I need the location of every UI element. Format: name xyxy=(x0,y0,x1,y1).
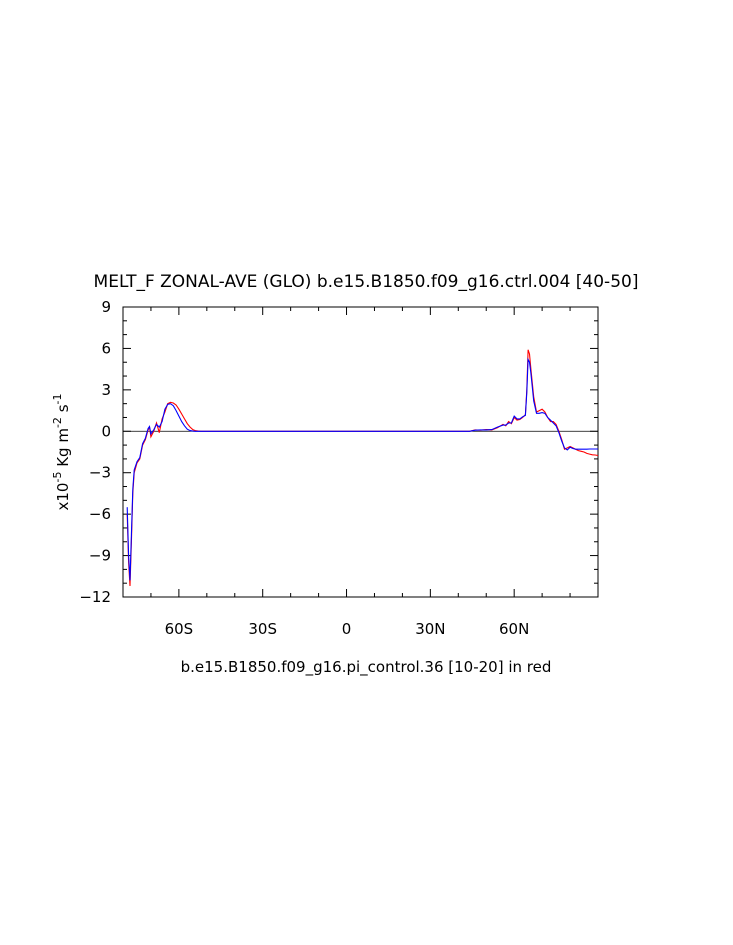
x-tick-label: 30S xyxy=(248,620,277,638)
x-tick-label: 60S xyxy=(165,620,194,638)
x-tick-label: 60N xyxy=(499,620,529,638)
y-tick-label: 3 xyxy=(101,381,111,399)
x-axis-label: b.e15.B1850.f09_g16.pi_control.36 [10-20… xyxy=(181,658,552,677)
plot-area: 9 6 3 0 −3 −6 −9 −12 60S 30S 0 30N 60N xyxy=(79,298,599,638)
y-axis-label-exp3: -1 xyxy=(51,394,64,405)
y-axis-label-exp2: -2 xyxy=(51,417,64,428)
chart-title: MELT_F ZONAL-AVE (GLO) b.e15.B1850.f09_g… xyxy=(94,272,639,292)
y-axis-label-exp1: -5 xyxy=(51,472,64,483)
y-axis-label-units: Kg m xyxy=(54,428,72,472)
series-line-1 xyxy=(126,357,598,581)
y-axis-label-prefix: x10 xyxy=(54,483,72,511)
y-tick-label: 0 xyxy=(101,422,111,440)
y-tick-label: −6 xyxy=(89,505,111,523)
y-tick-label: −3 xyxy=(89,464,111,482)
x-tick-label: 0 xyxy=(342,620,352,638)
y-tick-label: 6 xyxy=(101,339,111,357)
y-axis-label: x10-5 Kg m-2 s-1 xyxy=(51,394,72,511)
y-tick-label: 9 xyxy=(101,298,111,316)
svg-text:x10-5 Kg m-2 s-1: x10-5 Kg m-2 s-1 xyxy=(51,394,72,511)
y-tick-label: −12 xyxy=(79,588,111,606)
y-axis-label-units2: s xyxy=(54,404,72,417)
y-tick-label: −9 xyxy=(89,547,111,565)
x-tick-label: 30N xyxy=(415,620,445,638)
plot-frame xyxy=(122,306,599,598)
